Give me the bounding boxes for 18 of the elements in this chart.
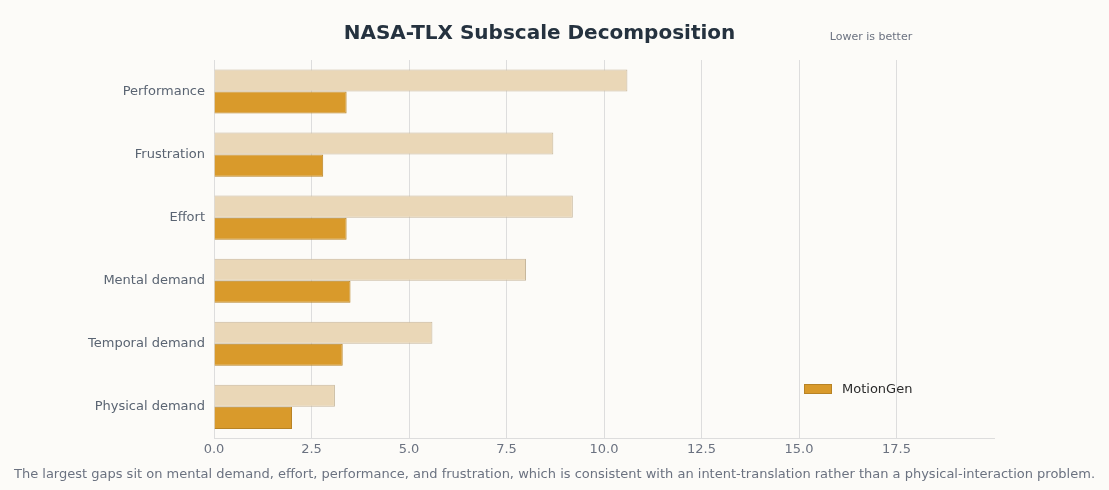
chart-title: NASA-TLX Subscale Decomposition [343, 20, 736, 45]
text: The largest gaps sit on mental demand, effort, performance, and frustration, which is consistent with an intent-translation rather than a physical-interaction problem. [12, 466, 1096, 481]
text: Lower is better [829, 30, 913, 43]
x-tick-label: 12.5 [687, 440, 716, 456]
y-tick-label: Mental demand [103, 272, 206, 288]
y-tick-label: Frustration [134, 145, 206, 161]
y-tick-label: Effort [169, 209, 206, 225]
x-tick-label: 7.5 [496, 440, 517, 456]
x-tick-label: 5.0 [398, 440, 420, 456]
y-tick-label: Physical demand [94, 398, 206, 414]
x-tick-label: 15.0 [784, 440, 814, 456]
x-tick-label: 10.0 [589, 440, 619, 456]
y-tick-label: Performance [122, 82, 206, 98]
x-tick-label: 2.5 [301, 440, 322, 456]
x-tick-label: 17.5 [882, 440, 911, 456]
legend-label: MotionGen [842, 381, 913, 397]
y-tick-label: Temporal demand [86, 335, 206, 351]
x-tick-label: 0.0 [203, 440, 225, 456]
